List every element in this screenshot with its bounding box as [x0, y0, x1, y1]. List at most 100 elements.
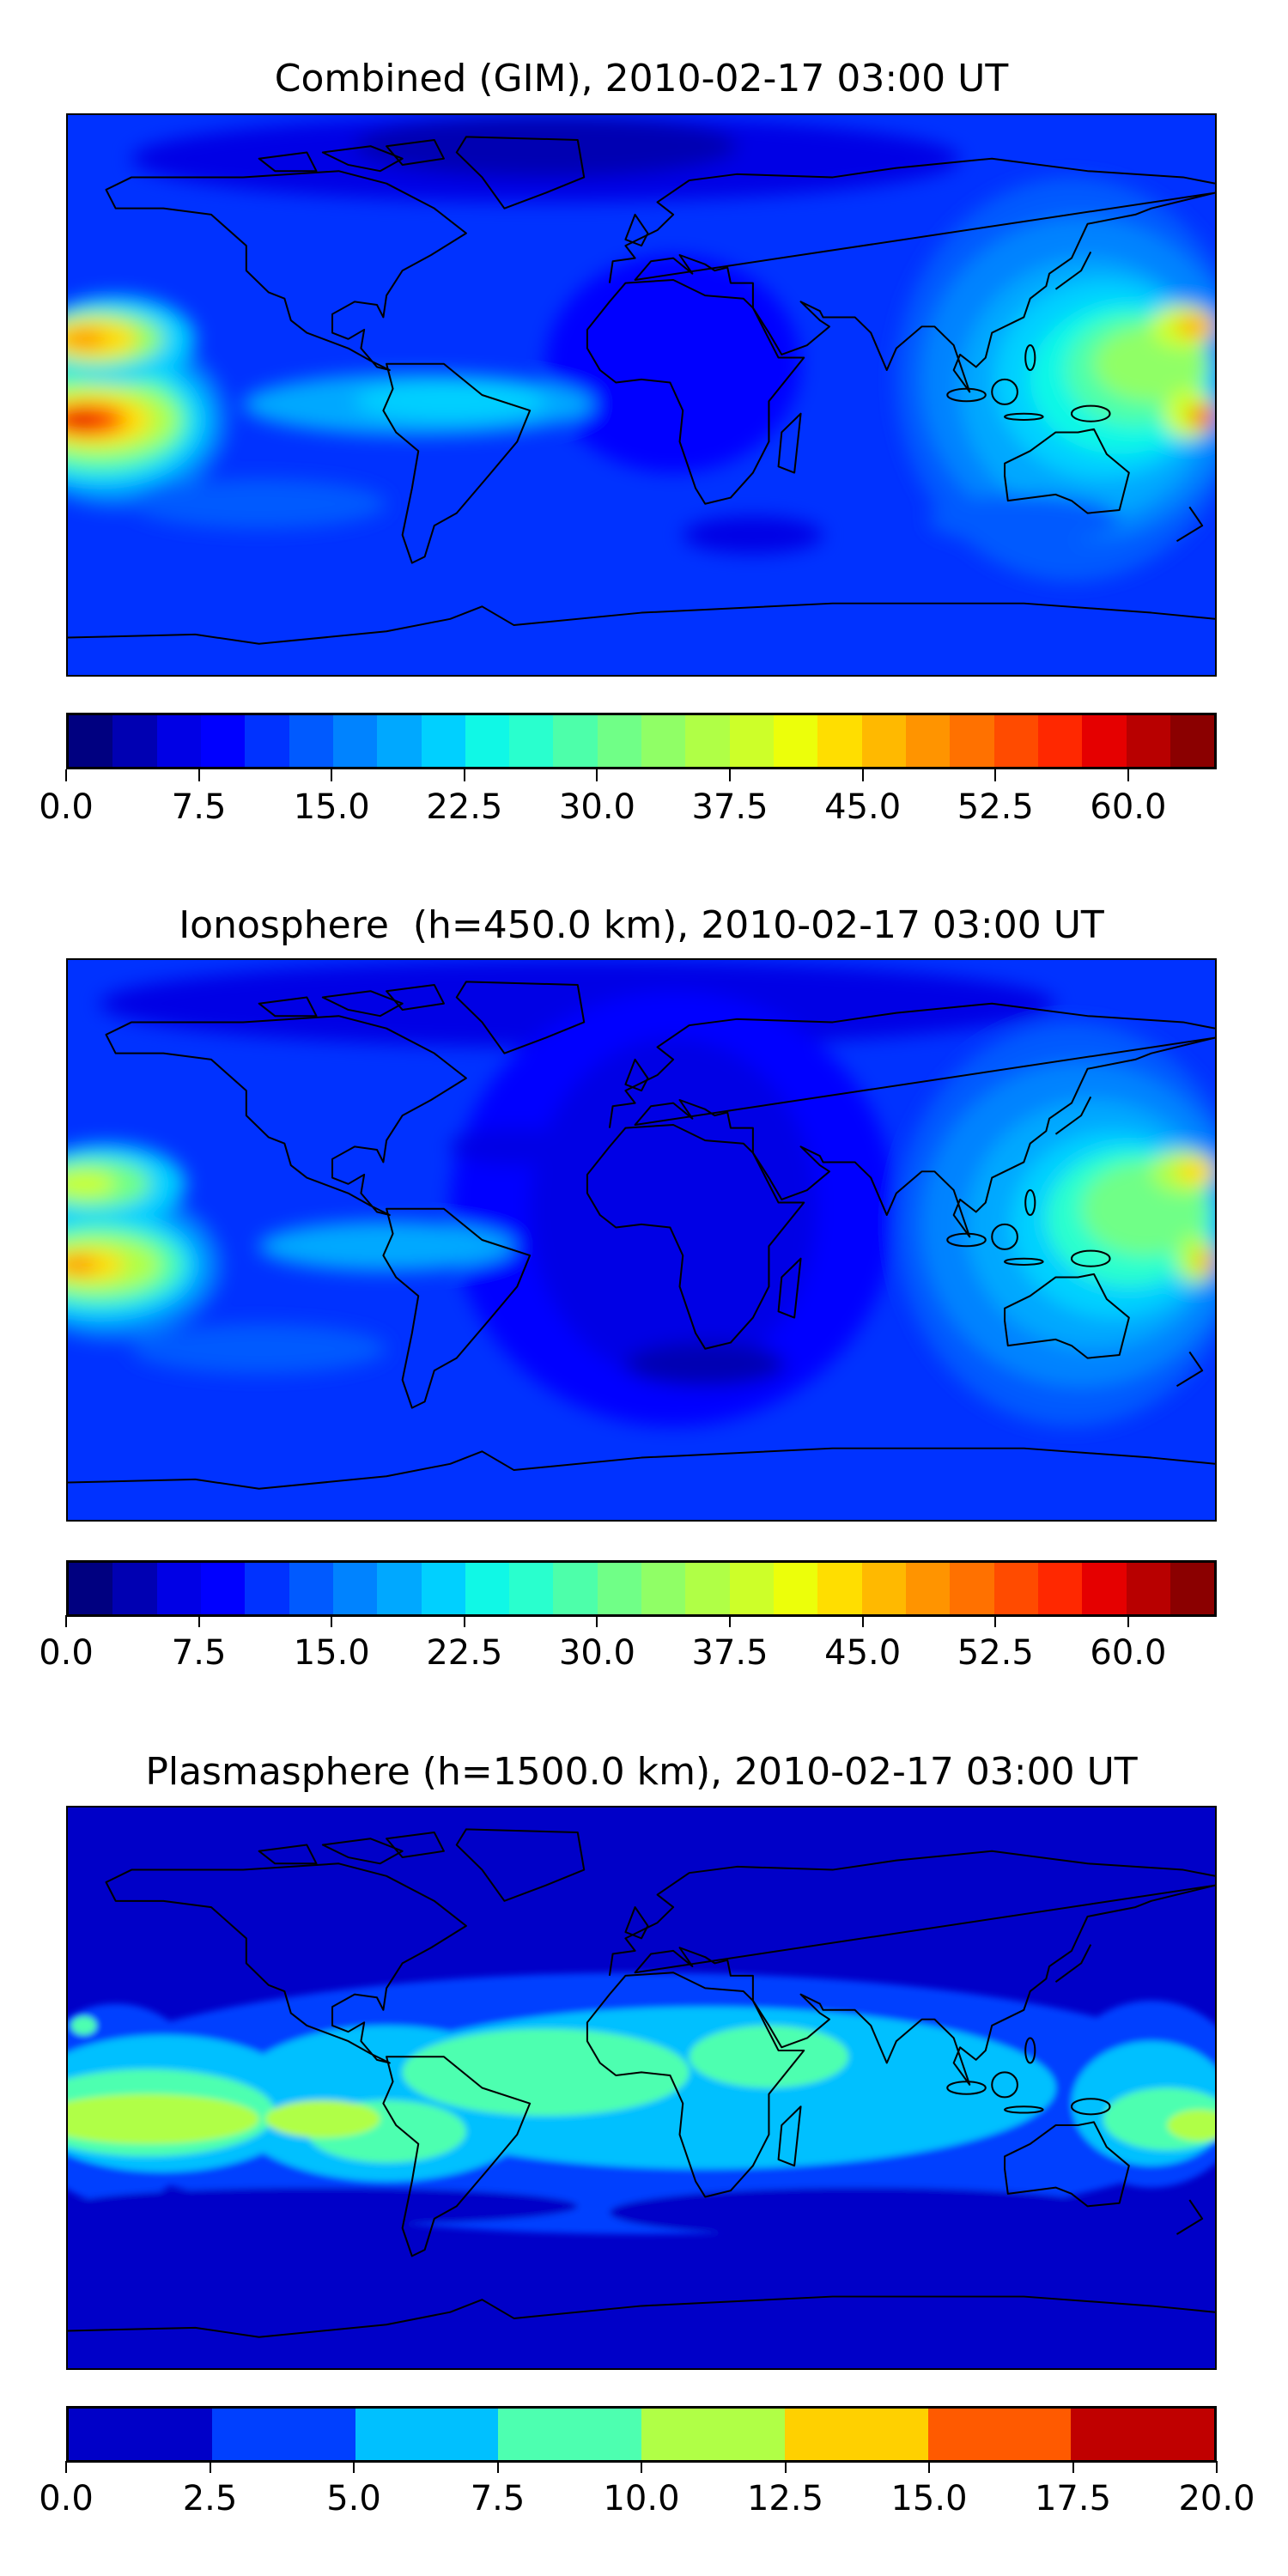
- colorbar-tick: [641, 2461, 642, 2473]
- colorbar-bin: [950, 715, 994, 767]
- colorbar-bin: [289, 715, 333, 767]
- contour-region: [402, 2028, 690, 2117]
- colorbar-bin: [905, 715, 951, 767]
- colorbar-tick: [596, 1615, 598, 1627]
- colorbar-tick-label: 0.0: [39, 2479, 94, 2518]
- contour-region: [355, 382, 546, 420]
- colorbar-tick: [784, 2461, 787, 2473]
- colorbar-bin: [509, 715, 554, 767]
- contour-region: [355, 115, 738, 178]
- map-ionosphere: [66, 958, 1217, 1522]
- contour-region: [1176, 313, 1215, 339]
- colorbar-bin: [112, 715, 157, 767]
- colorbar-plasmasphere: [66, 2406, 1217, 2463]
- colorbar-tick-label: 2.5: [182, 2479, 238, 2518]
- colorbar-bin: [509, 1563, 554, 1614]
- colorbar-bin: [377, 1563, 422, 1614]
- colorbar-bin: [993, 1563, 1038, 1614]
- colorbar-bin: [774, 715, 818, 767]
- contour-region: [68, 410, 100, 429]
- colorbar-bin: [421, 715, 465, 767]
- colorbar-tick: [1216, 2461, 1218, 2473]
- colorbar-tick: [861, 1615, 864, 1627]
- colorbar-bin: [950, 1563, 994, 1614]
- contour-region: [1189, 404, 1215, 429]
- contour-region: [1176, 1158, 1215, 1184]
- colorbar-bin: [553, 715, 598, 767]
- colorbar-tick: [994, 1615, 997, 1627]
- colorbar-tick-label: 45.0: [824, 787, 902, 827]
- contour-region: [68, 2187, 578, 2226]
- contour-region: [625, 1342, 785, 1387]
- colorbar-bin: [905, 1563, 951, 1614]
- heatmap-ionosphere: [68, 960, 1215, 1520]
- colorbar-tick-label: 15.0: [293, 1633, 370, 1673]
- contour-region: [689, 2025, 849, 2088]
- colorbar-bin: [211, 2409, 355, 2460]
- colorbar-tick-label: 10.0: [603, 2479, 680, 2518]
- contour-region: [68, 1255, 97, 1274]
- colorbar-bin: [355, 2409, 499, 2460]
- colorbar-tick: [928, 2461, 930, 2473]
- colorbar-tick-label: 30.0: [558, 1633, 635, 1673]
- colorbar-bin: [377, 715, 422, 767]
- map-combined: [66, 113, 1217, 677]
- colorbar-bin: [1082, 1563, 1127, 1614]
- colorbar-tick: [861, 769, 864, 781]
- colorbar-bin: [1037, 1563, 1083, 1614]
- colorbar-bin: [597, 1563, 642, 1614]
- contour-region: [609, 2187, 1120, 2238]
- colorbar-tick: [463, 1615, 465, 1627]
- colorbar-tick-label: 0.0: [39, 1633, 94, 1673]
- colorbar-tick-label: 60.0: [1090, 787, 1167, 827]
- contour-region: [131, 478, 387, 529]
- colorbar-bin: [1170, 1563, 1215, 1614]
- colorbar-tick-label: 5.0: [326, 2479, 381, 2518]
- colorbar-bin: [421, 1563, 465, 1614]
- contour-region: [265, 2100, 380, 2138]
- colorbar-tick: [331, 769, 333, 781]
- colorbar-bin: [245, 715, 289, 767]
- contour-region: [928, 494, 1120, 544]
- colorbar-bin: [861, 1563, 906, 1614]
- colorbar-tick-label: 37.5: [691, 787, 769, 827]
- colorbar-bin: [729, 1563, 774, 1614]
- colorbar-bin: [332, 715, 378, 767]
- colorbar-tick: [596, 769, 598, 781]
- colorbar-tick: [463, 769, 465, 781]
- colorbar-tick: [197, 1615, 200, 1627]
- colorbar-bin: [69, 1563, 113, 1614]
- colorbar-bin: [200, 715, 246, 767]
- colorbar-bin: [245, 1563, 289, 1614]
- colorbar-bin: [1037, 715, 1083, 767]
- heatmap-plasmasphere: [68, 1807, 1215, 2368]
- colorbar-bin: [993, 715, 1038, 767]
- colorbar-bin: [289, 1563, 333, 1614]
- colorbar-bin: [817, 715, 862, 767]
- colorbar-tick-label: 52.5: [957, 787, 1034, 827]
- colorbar-combined: [66, 713, 1217, 769]
- colorbar-bin: [1126, 1563, 1170, 1614]
- colorbar-bin: [1071, 2409, 1214, 2460]
- colorbar-ticks-ionosphere: 0.0 7.5 15.0 22.5 30.0 37.5 45.0 52.5 60.0: [39, 1615, 1217, 1673]
- colorbar-tick: [209, 2461, 211, 2473]
- colorbar-bin: [641, 2409, 785, 2460]
- contour-region: [68, 329, 106, 349]
- colorbar-tick: [65, 1615, 67, 1627]
- colorbar-bin: [817, 1563, 862, 1614]
- colorbar-bin: [774, 1563, 818, 1614]
- colorbar-bin: [597, 715, 642, 767]
- colorbar-tick: [1072, 2461, 1074, 2473]
- colorbar-ionosphere: [66, 1560, 1217, 1617]
- colorbar-bin: [332, 1563, 378, 1614]
- colorbar-tick-label: 7.5: [470, 2479, 526, 2518]
- colorbar-bin: [69, 715, 113, 767]
- colorbar-bin: [641, 715, 686, 767]
- map-title-ionosphere: Ionosphere (h=450.0 km), 2010-02-17 03:0…: [179, 903, 1104, 947]
- colorbar-tick: [331, 1615, 333, 1627]
- colorbar-bin: [553, 1563, 598, 1614]
- colorbar-tick: [1127, 769, 1129, 781]
- colorbar-bin: [465, 715, 510, 767]
- contour-region: [68, 2093, 259, 2144]
- colorbar-tick: [496, 2461, 499, 2473]
